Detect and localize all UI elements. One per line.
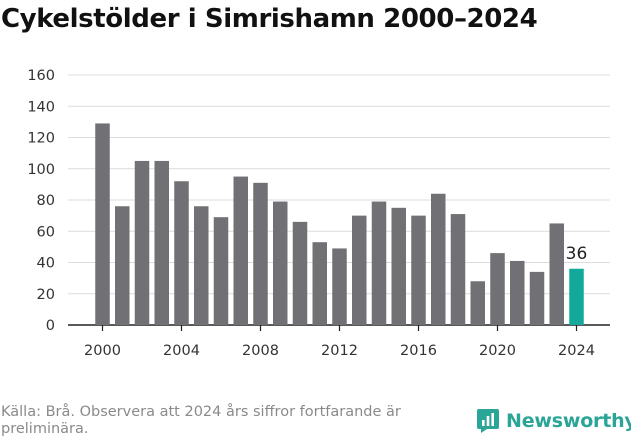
- y-tick-label: 160: [27, 68, 55, 84]
- bar: [371, 201, 387, 325]
- bar: [490, 253, 505, 325]
- chart-title: Cykelstölder i Simrishamn 2000–2024: [1, 4, 538, 34]
- bar: [154, 160, 169, 325]
- y-tick-label: 20: [37, 287, 55, 303]
- bar: [510, 260, 525, 325]
- newsworthy-logo-text: Newsworthy: [506, 410, 631, 432]
- highlight-value-label: 36: [566, 244, 588, 264]
- bar: [134, 160, 150, 325]
- newsworthy-logo-icon: [477, 409, 499, 433]
- bar: [431, 193, 446, 325]
- bars: [95, 123, 584, 325]
- source-note: Källa: Brå. Observera att 2024 års siffr…: [1, 404, 401, 437]
- bar: [194, 206, 209, 325]
- bar: [273, 201, 288, 325]
- bar: [253, 182, 268, 325]
- bar: [213, 217, 229, 325]
- bar-highlighted: [569, 268, 584, 325]
- y-axis-ticks: 0 20 40 60 80 100 120 140 160: [27, 68, 55, 334]
- y-tick-label: 0: [46, 318, 55, 334]
- x-tick-label: 2008: [242, 343, 279, 359]
- bar: [332, 248, 347, 325]
- y-tick-label: 80: [37, 193, 55, 209]
- bar: [470, 281, 485, 325]
- y-tick-label: 120: [27, 131, 55, 147]
- bar: [233, 176, 248, 325]
- x-tick-label: 2004: [163, 343, 200, 359]
- x-tick-label: 2016: [400, 343, 437, 359]
- x-tick-label: 2020: [479, 343, 516, 359]
- x-tick-label: 2012: [321, 343, 358, 359]
- bar: [391, 207, 406, 325]
- bar: [411, 215, 426, 325]
- x-axis-ticks: 2000 2004 2008 2012 2016 2020 2024: [84, 325, 595, 359]
- bar: [529, 271, 545, 325]
- bar: [95, 123, 110, 325]
- data-labels: 36: [566, 244, 588, 264]
- bar: [292, 221, 308, 325]
- y-tick-label: 60: [37, 224, 55, 240]
- y-tick-label: 100: [27, 162, 55, 178]
- bar: [352, 215, 367, 325]
- bar: [549, 223, 564, 325]
- bar: [450, 214, 466, 325]
- bar: [312, 242, 327, 325]
- bar: [115, 206, 130, 325]
- y-tick-label: 40: [37, 256, 55, 272]
- x-tick-label: 2024: [558, 343, 595, 359]
- newsworthy-logo: Newsworthy: [476, 408, 631, 434]
- y-tick-label: 140: [27, 99, 55, 115]
- x-tick-label: 2000: [84, 343, 121, 359]
- bar: [174, 181, 189, 325]
